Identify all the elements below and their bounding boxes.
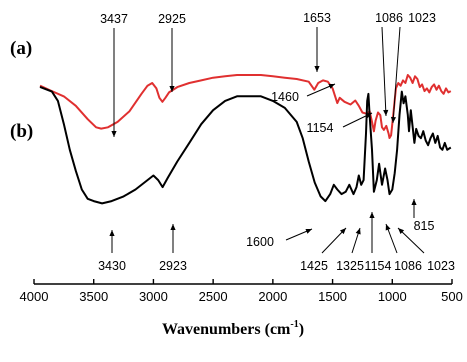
b-peak-1325-label: 1325 xyxy=(336,259,364,273)
x-tick-label: 2000 xyxy=(258,289,287,304)
a-peak-1086-arrow-shaft xyxy=(381,26,387,117)
spectrum-line-b xyxy=(39,85,452,205)
a-peak-1086-label: 1086 xyxy=(375,11,403,25)
a-peak-1023-label: 1023 xyxy=(408,11,436,25)
a-peak-2925-arrow-head xyxy=(169,86,175,92)
b-peak-815-arrow-head xyxy=(411,199,417,205)
x-tick-label: 2500 xyxy=(199,289,228,304)
b-peak-1425-label: 1425 xyxy=(300,259,328,273)
b-peak-1023-arrow-shaft xyxy=(397,227,425,254)
panel-label-b: (b) xyxy=(10,121,33,142)
x-axis-title-text: Wavenumbers (cm xyxy=(162,321,291,338)
a-peak-1653-label: 1653 xyxy=(303,11,331,25)
b-peak-3430-arrow-head xyxy=(109,230,115,236)
a-peak-3437-arrow-head xyxy=(111,131,117,137)
x-tick-label: 500 xyxy=(441,289,463,304)
spectra-layer xyxy=(39,74,452,205)
a-peak-1023-arrow-head xyxy=(390,116,397,123)
x-tick-label: 4000 xyxy=(20,289,49,304)
a-peak-2925-label: 2925 xyxy=(158,12,186,26)
b-peak-1600-label: 1600 xyxy=(246,235,274,249)
a-peak-1154-label: 1154 xyxy=(307,121,334,135)
spectrum-line-a xyxy=(39,74,452,139)
a-peak-1653-arrow-head xyxy=(314,66,320,72)
b-peak-1325-arrow-head xyxy=(355,228,361,235)
a-peak-1460-arrow-head xyxy=(328,83,335,89)
b-peak-1154-label: 1154 xyxy=(365,259,392,273)
a-peak-1154-arrow-head xyxy=(365,113,372,118)
b-peak-815-label: 815 xyxy=(414,219,435,233)
x-axis-title: Wavenumbers (cm-1) xyxy=(162,319,304,338)
panel-label-a: (a) xyxy=(10,38,32,59)
x-axis-ticks: 4000 3500 3000 2500 2000 1500 1000 500 xyxy=(20,279,463,304)
x-tick-label: 1500 xyxy=(318,289,347,304)
b-peak-1023-label: 1023 xyxy=(427,259,455,273)
b-peak-1086-arrow-head xyxy=(385,224,391,231)
b-peak-1086-label: 1086 xyxy=(394,259,422,273)
x-tick-label: 1000 xyxy=(378,289,407,304)
x-tick-label: 3500 xyxy=(79,289,108,304)
a-peak-1086-arrow-head xyxy=(383,109,389,116)
x-axis-title-close: ) xyxy=(299,321,304,338)
x-axis-title-superscript: -1 xyxy=(290,319,298,330)
b-peak-1154-arrow-head xyxy=(369,212,375,218)
b-peak-2923-label: 2923 xyxy=(159,259,187,273)
b-peak-3430-label: 3430 xyxy=(98,259,126,273)
a-peak-3437-label: 3437 xyxy=(100,12,128,26)
b-peak-1023-arrow-head xyxy=(398,228,405,235)
a-peak-1460-label: 1460 xyxy=(271,90,299,104)
a-peak-1023-arrow-shaft xyxy=(392,26,401,124)
x-tick-label: 3000 xyxy=(139,289,168,304)
b-peak-2923-arrow-head xyxy=(170,224,176,230)
b-peak-1600-arrow-head xyxy=(305,228,312,234)
b-peak-1425-arrow-head xyxy=(339,228,346,235)
